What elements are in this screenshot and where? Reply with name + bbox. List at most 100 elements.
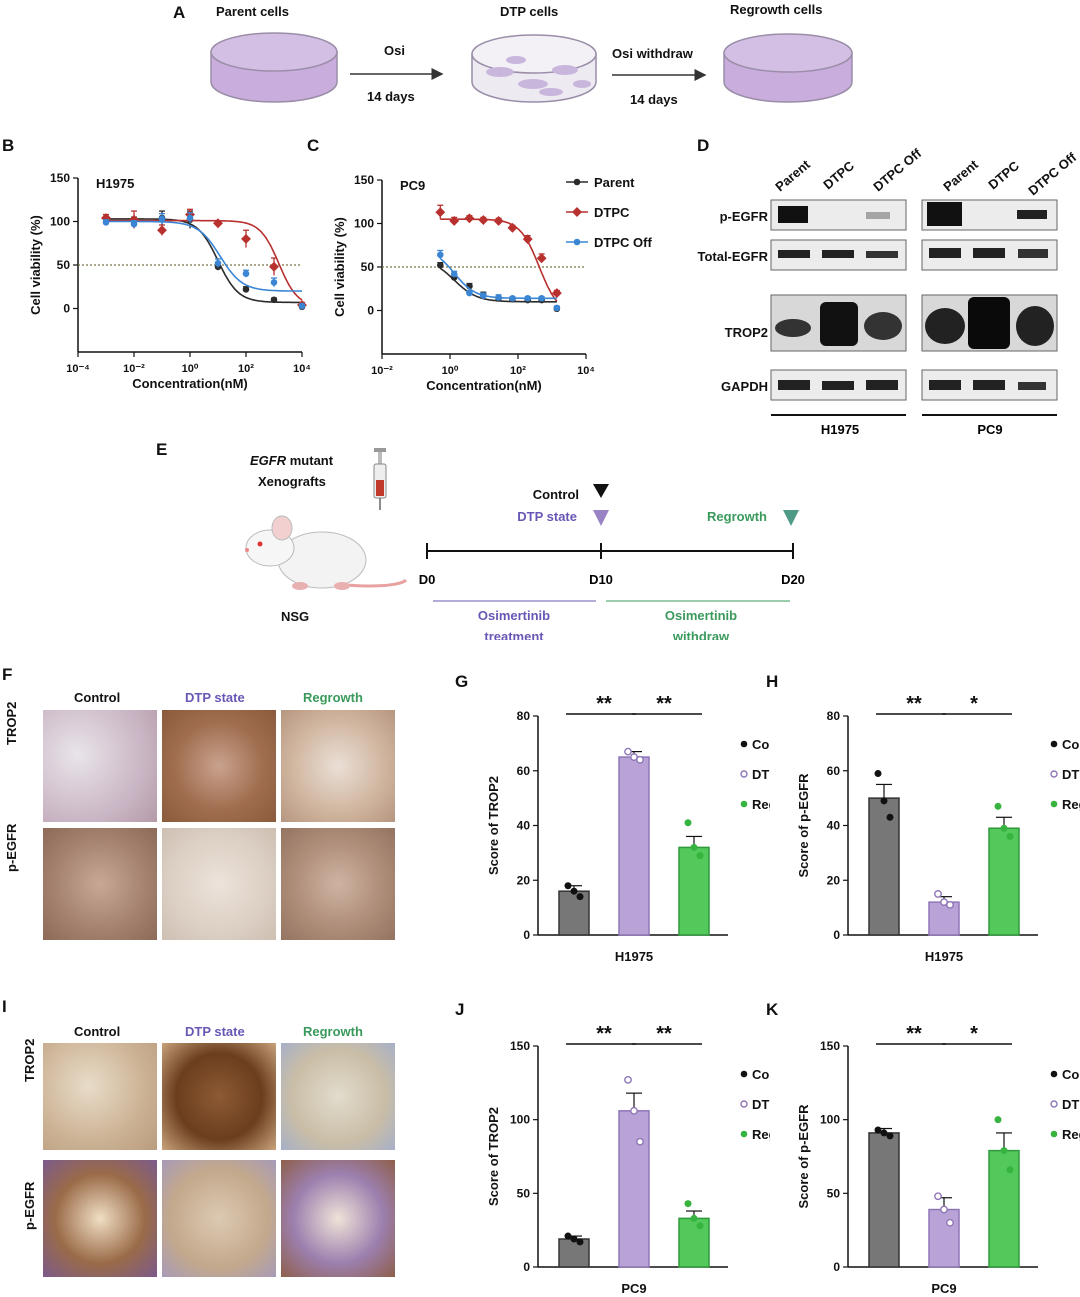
data-point — [536, 253, 547, 264]
y-tick-label: 100 — [510, 1113, 530, 1127]
ihc-i-pegfr-regrowth — [281, 1160, 395, 1277]
y-tick-label: 50 — [827, 1186, 841, 1200]
row-label-pegfr: p-EGFR — [720, 209, 769, 224]
dtp-cells-label: DTP cells — [500, 4, 559, 19]
legend-marker — [1050, 770, 1058, 778]
blot-row-gapdh — [770, 369, 1058, 401]
tick-d20: D20 — [781, 572, 805, 587]
data-point — [242, 286, 250, 293]
lane-label-6: DTPC Off — [1025, 149, 1079, 198]
data-point — [940, 1205, 948, 1214]
legend-label: DTP state — [1062, 767, 1080, 782]
data-point — [242, 270, 250, 277]
bar-2 — [988, 1149, 1020, 1268]
y-tick-label: 50 — [361, 260, 375, 274]
x-tick-label: 10⁴ — [293, 363, 311, 375]
ihc-f-trop2-regrowth — [281, 710, 395, 822]
data-point — [241, 233, 251, 244]
data-point — [269, 261, 279, 272]
significance-label: * — [970, 693, 978, 715]
ihc-i-pegfr-dtp — [162, 1160, 276, 1277]
panel-c-letter: C — [307, 136, 320, 155]
data-point — [570, 887, 578, 895]
regrowth-marker-icon — [783, 510, 799, 526]
y-tick-label: 0 — [367, 304, 374, 318]
data-point — [509, 295, 516, 302]
data-point — [630, 753, 638, 761]
significance-label: ** — [906, 693, 922, 715]
tick-d0: D0 — [419, 572, 436, 587]
bar-0 — [868, 1132, 900, 1268]
data-point — [880, 1129, 888, 1137]
data-point — [1000, 824, 1008, 832]
legend-label: DTP state — [752, 767, 770, 782]
data-point — [480, 292, 487, 300]
data-point — [636, 755, 644, 764]
x-tick-label: 10² — [238, 363, 254, 375]
panel-j-chart: 0 50 100 150 Score of TROP2 PC9 ** ** Control DTP… — [486, 1023, 770, 1296]
parent-dish — [210, 32, 338, 103]
i-col-regrowth: Regrowth — [303, 1024, 363, 1039]
legend-label: Regrowth — [1062, 797, 1080, 812]
bar-1 — [618, 756, 650, 936]
x-tick-label: 10⁰ — [182, 363, 199, 375]
arrow1-top-label: Osi — [384, 43, 405, 58]
significance-label: ** — [596, 693, 612, 715]
data-point — [934, 1192, 942, 1201]
data-point — [270, 296, 278, 304]
bar-2 — [988, 827, 1020, 936]
data-point — [886, 1132, 894, 1140]
data-point — [157, 225, 167, 236]
ihc-i-trop2-dtp — [162, 1043, 276, 1150]
significance-label: * — [970, 1023, 978, 1045]
marker-label-control: Control — [533, 487, 579, 502]
y-tick-label: 80 — [517, 709, 531, 723]
data-point — [946, 900, 954, 909]
y-tick-label: 150 — [354, 173, 374, 187]
data-point — [495, 294, 502, 301]
legend-label: DTP state — [1062, 1097, 1080, 1112]
y-tick-label: 100 — [354, 217, 374, 231]
i-col-dtp: DTP state — [185, 1024, 245, 1039]
panel-g-letter: G — [455, 672, 469, 691]
phase2-line2: withdraw — [672, 629, 730, 640]
y-tick-label: 40 — [517, 819, 531, 833]
bar-1 — [928, 901, 960, 936]
data-point — [874, 769, 882, 777]
legend-marker — [740, 740, 748, 748]
f-row-pegfr: p-EGFR — [4, 823, 19, 872]
bar-1 — [618, 1110, 650, 1268]
data-point — [466, 289, 473, 297]
data-point — [940, 898, 948, 907]
legend-marker — [1050, 1070, 1058, 1078]
data-point — [624, 747, 632, 756]
data-point — [570, 1235, 578, 1243]
y-tick-label: 20 — [517, 873, 531, 887]
y-tick-label: 0 — [833, 928, 840, 942]
data-point — [214, 259, 222, 267]
y-tick-label: 0 — [523, 928, 530, 942]
ihc-f-pegfr-control — [43, 828, 157, 940]
y-axis-label: Score of TROP2 — [486, 1107, 501, 1206]
panel-f-letter: F — [2, 665, 13, 684]
data-point — [934, 890, 942, 898]
significance-label: ** — [906, 1023, 922, 1045]
y-tick-label: 40 — [827, 819, 841, 833]
legend-label: Control — [1062, 1067, 1080, 1082]
x-axis-label: PC9 — [931, 1281, 956, 1296]
regrowth-dish — [723, 33, 853, 103]
fit-curve-2 — [439, 257, 557, 300]
panel-k-letter: K — [766, 1000, 779, 1019]
legend-marker — [1050, 1100, 1058, 1108]
x-tick-label: 10⁻² — [371, 365, 393, 377]
lane-label-4: Parent — [940, 156, 981, 194]
panel-e-letter: E — [156, 440, 168, 459]
data-point — [630, 1106, 638, 1115]
data-point — [213, 218, 223, 229]
x-axis-label: Concentration(nM) — [132, 376, 248, 391]
mouse-icon — [245, 515, 408, 590]
blot-row-trop2 — [770, 294, 1058, 352]
data-point — [186, 214, 194, 222]
bar-0 — [558, 890, 590, 936]
